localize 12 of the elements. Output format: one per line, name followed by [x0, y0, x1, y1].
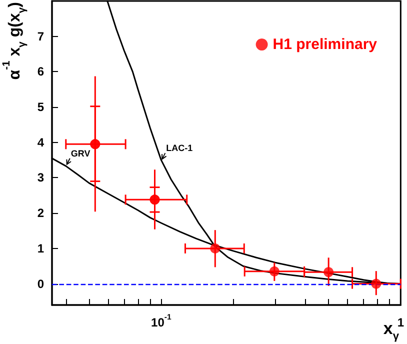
y-tick-label: 7 [37, 29, 44, 44]
y-tick-label: 5 [37, 100, 44, 114]
annotation: LAC-1 [166, 143, 193, 154]
y-tick-label: 0 [37, 276, 44, 291]
y-tick-label: 6 [37, 64, 44, 79]
annotation: GRV [70, 148, 90, 158]
y-tick-label: 4 [37, 135, 44, 150]
y-tick-label: 2 [37, 206, 44, 220]
y-tick-label: 1 [37, 241, 44, 256]
legend-label: H1 preliminary [272, 36, 378, 53]
y-tick-label: 3 [37, 170, 44, 185]
y-axis-title: α-1 xγ g(xγ) [2, 2, 28, 80]
